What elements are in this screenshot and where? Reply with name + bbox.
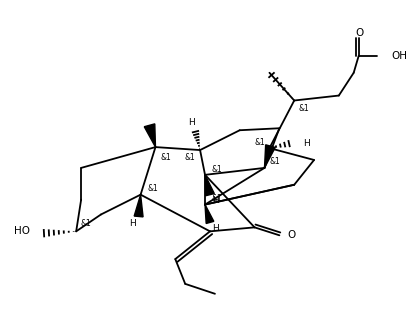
Text: &1: &1 [211, 194, 222, 203]
Text: H: H [213, 224, 219, 233]
Text: &1: &1 [160, 153, 171, 161]
Text: H: H [303, 138, 310, 148]
Text: &1: &1 [81, 219, 91, 228]
Polygon shape [205, 205, 214, 224]
Polygon shape [144, 124, 156, 147]
Text: H: H [213, 196, 219, 205]
Text: &1: &1 [299, 104, 309, 113]
Polygon shape [205, 175, 214, 196]
Text: H: H [188, 118, 194, 127]
Polygon shape [264, 145, 275, 168]
Text: HO: HO [14, 226, 30, 236]
Text: H: H [129, 219, 136, 228]
Text: O: O [287, 230, 296, 240]
Text: O: O [356, 28, 364, 38]
Text: &1: &1 [211, 165, 222, 174]
Text: &1: &1 [185, 153, 196, 161]
Text: &1: &1 [147, 184, 158, 193]
Text: &1: &1 [254, 138, 265, 147]
Text: OH: OH [392, 51, 407, 61]
Polygon shape [134, 195, 143, 217]
Text: &1: &1 [269, 157, 280, 166]
